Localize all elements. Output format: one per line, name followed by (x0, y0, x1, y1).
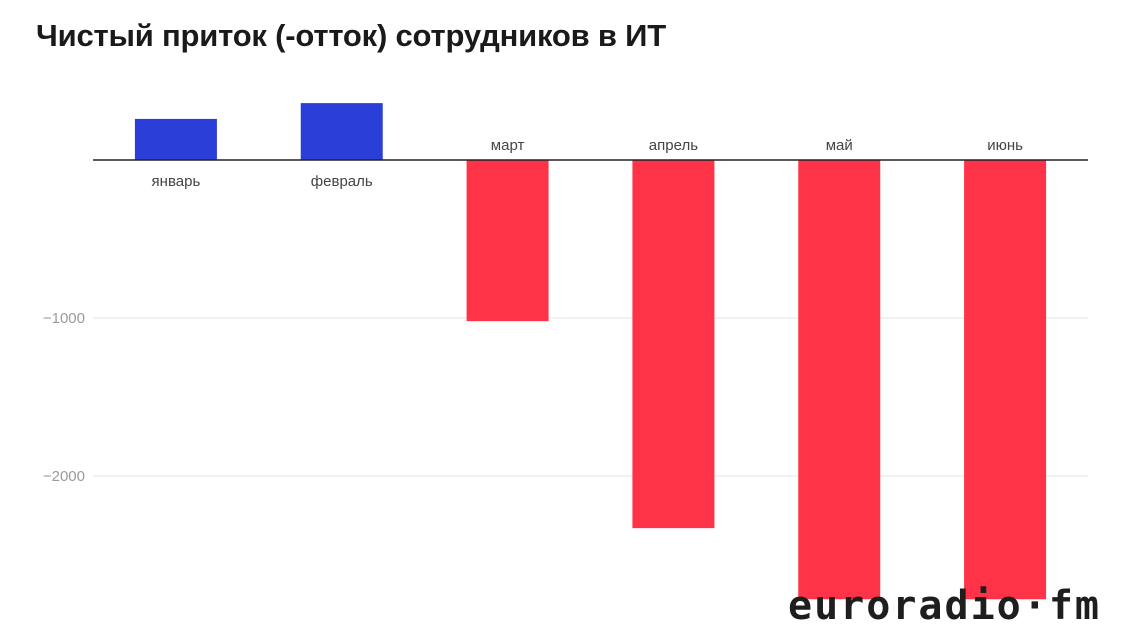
bar-3 (466, 160, 549, 322)
bars (134, 103, 1047, 600)
category-label: июнь (987, 137, 1023, 154)
category-label: январь (152, 173, 201, 190)
category-label: март (491, 137, 525, 154)
y-tick-label: −1000 (43, 310, 85, 327)
category-label: апрель (649, 137, 698, 154)
bar-4 (632, 160, 715, 529)
gridlines (93, 317, 1088, 477)
labels: −1000 −2000 январь февраль март апрель май июнь (43, 137, 1023, 485)
category-label: февраль (311, 173, 373, 190)
bar-1 (134, 118, 217, 160)
chart-title: Чистый приток (-отток) сотрудников в ИТ (36, 18, 666, 53)
bar-2 (300, 103, 383, 160)
category-label: май (826, 137, 853, 154)
bar-5 (798, 160, 881, 600)
euroradio-logo: euroradio·fm (788, 583, 1101, 629)
y-tick-label: −2000 (43, 468, 85, 485)
bar-6 (964, 160, 1047, 600)
